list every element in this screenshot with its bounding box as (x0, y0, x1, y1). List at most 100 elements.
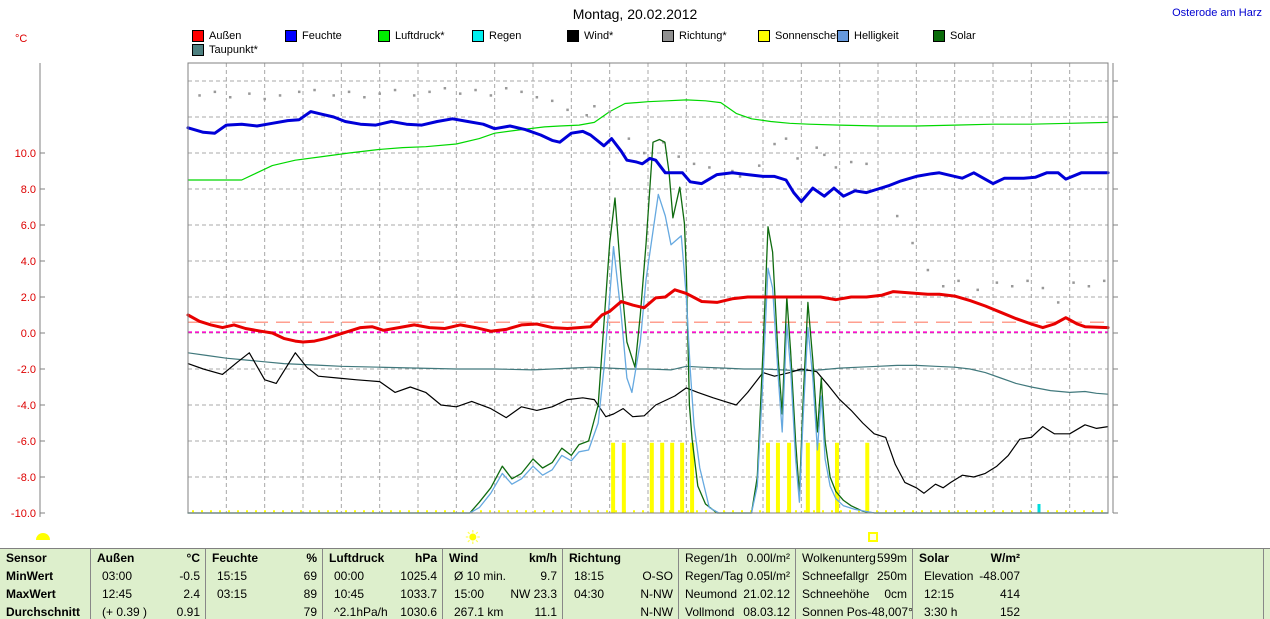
legend-swatch-icon[interactable] (192, 30, 204, 42)
cell-label: Neumond (685, 587, 738, 601)
sunrise-ray (475, 539, 479, 543)
legend-label: Luftdruck* (395, 30, 445, 42)
cell-value: 0.91 (176, 605, 200, 619)
series-dot-richtung (458, 92, 462, 95)
series-dot-richtung (585, 114, 588, 117)
cell-value: 0cm (884, 587, 907, 601)
cell-label: 12:15 (924, 587, 955, 601)
y-axis-tick-label: 10.0 (15, 148, 36, 160)
cell-value: O-SO (642, 569, 673, 583)
cell-value: 89 (303, 587, 317, 601)
sunrise-ray (467, 531, 471, 535)
group-header: Wind (449, 551, 479, 565)
legend-swatch-icon[interactable] (285, 30, 297, 42)
cell-value: -48.007 (979, 569, 1020, 583)
location-link[interactable]: Osterode am Harz (1172, 7, 1262, 19)
series-dot-richtung (566, 108, 569, 112)
cell-label: (+ 0.39 ) (102, 605, 148, 619)
series-dot-richtung (957, 279, 960, 283)
group-unit: °C (186, 551, 200, 565)
legend-swatch-icon[interactable] (378, 30, 390, 42)
series-line-helligkeit (187, 193, 1109, 514)
cell-label: Ø 10 min. (454, 569, 507, 583)
legend-swatch-icon[interactable] (662, 30, 674, 42)
legend-swatch-icon[interactable] (567, 30, 579, 42)
cell-label: Schneehöhe (802, 587, 870, 601)
series-dot-richtung (504, 87, 508, 90)
series-dot-richtung (1026, 279, 1029, 283)
legend-swatch-icon[interactable] (192, 44, 204, 56)
cell-label: 3:30 h (924, 605, 958, 619)
cell-label: 00:00 (334, 569, 365, 583)
y-axis-tick-label: 8.0 (21, 184, 36, 196)
cell-value: 414 (999, 587, 1020, 601)
cell-value: N-NW (640, 587, 673, 601)
series-dot-richtung (627, 137, 631, 140)
y-axis-tick-label: -6.0 (17, 436, 36, 448)
series-dot-richtung (520, 90, 523, 94)
y-axis-tick-label: 6.0 (21, 220, 36, 232)
legend-label: Solar (950, 30, 976, 42)
group-unit: km/h (528, 551, 557, 565)
table-group-pairs6: Wolkenunterg 599m Schneefallgr 250m Schneehö… (795, 549, 913, 619)
cell-value: 79 (303, 605, 317, 619)
legend-item-taupunkt: Taupunkt* (192, 44, 258, 56)
legend-item-solar: Solar (933, 30, 976, 42)
series-dot-richtung (784, 137, 788, 140)
series-dot-richtung (941, 285, 945, 288)
series-dot-richtung (823, 153, 826, 157)
series-dot-richtung (849, 160, 853, 164)
series-dot-richtung (773, 142, 776, 146)
cell-label: Schneefallgr (802, 569, 869, 583)
legend-item-regen: Regen (472, 30, 521, 42)
series-dot-richtung (313, 88, 316, 92)
cell-label: 10:45 (334, 587, 365, 601)
cell-value: -48,007° (867, 605, 913, 619)
y-axis-tick-label: 0.0 (21, 328, 36, 340)
page-title: Montag, 20.02.2012 (572, 6, 698, 22)
series-dot-richtung (692, 162, 696, 166)
legend-label: Feuchte (302, 30, 342, 42)
legend-swatch-icon[interactable] (933, 30, 945, 42)
cell-label: 267.1 km (454, 605, 504, 619)
series-dot-richtung (263, 97, 266, 101)
cell-label: 03:15 (217, 587, 248, 601)
series-line-solar (187, 138, 1109, 514)
legend-item-helligkeit: Helligkeit (837, 30, 899, 42)
series-dot-richtung (796, 157, 799, 160)
group-unit: W/m² (990, 551, 1020, 565)
series-dot-richtung (1056, 301, 1060, 304)
series-dot-richtung (428, 90, 431, 94)
series-dot-richtung (278, 94, 282, 97)
sunrise-ray (467, 539, 471, 543)
legend-label: Taupunkt* (209, 44, 258, 56)
series-dot-richtung (332, 94, 335, 97)
legend-swatch-icon[interactable] (758, 30, 770, 42)
cell-label: 15:00 (454, 587, 485, 601)
table-row-labels: Sensor MinWert MaxWert Durchschnitt (0, 549, 90, 619)
series-dot-richtung (198, 94, 201, 97)
series-dot-richtung (815, 146, 818, 149)
y-axis-tick-label: -4.0 (17, 400, 36, 412)
legend-item-feuchte: Feuchte (285, 30, 342, 42)
series-line-taupunkt (187, 352, 1109, 395)
legend-item-luftdruck: Luftdruck* (378, 30, 445, 42)
legend-swatch-icon[interactable] (472, 30, 484, 42)
legend-label: Sonnenschein (775, 30, 845, 42)
series-dot-richtung (535, 96, 539, 99)
cell-value: 9.7 (540, 569, 557, 583)
stats-table: Sensor MinWert MaxWert Durchschnitt Außen °C 0… (0, 548, 1270, 619)
series-dot-richtung (347, 90, 351, 94)
cell-value: 21.02.12 (743, 587, 790, 601)
cell-label: 04:30 (574, 587, 605, 601)
series-dot-richtung (1087, 285, 1091, 288)
legend-label: Richtung* (679, 30, 727, 42)
plot-border (187, 62, 1109, 514)
legend-swatch-icon[interactable] (837, 30, 849, 42)
legend-item-wind: Wind* (567, 30, 613, 42)
series-dot-richtung (926, 268, 930, 272)
series-dot-richtung (248, 92, 251, 95)
cell-value: 08.03.12 (743, 605, 790, 619)
series-dot-richtung (1041, 286, 1045, 290)
